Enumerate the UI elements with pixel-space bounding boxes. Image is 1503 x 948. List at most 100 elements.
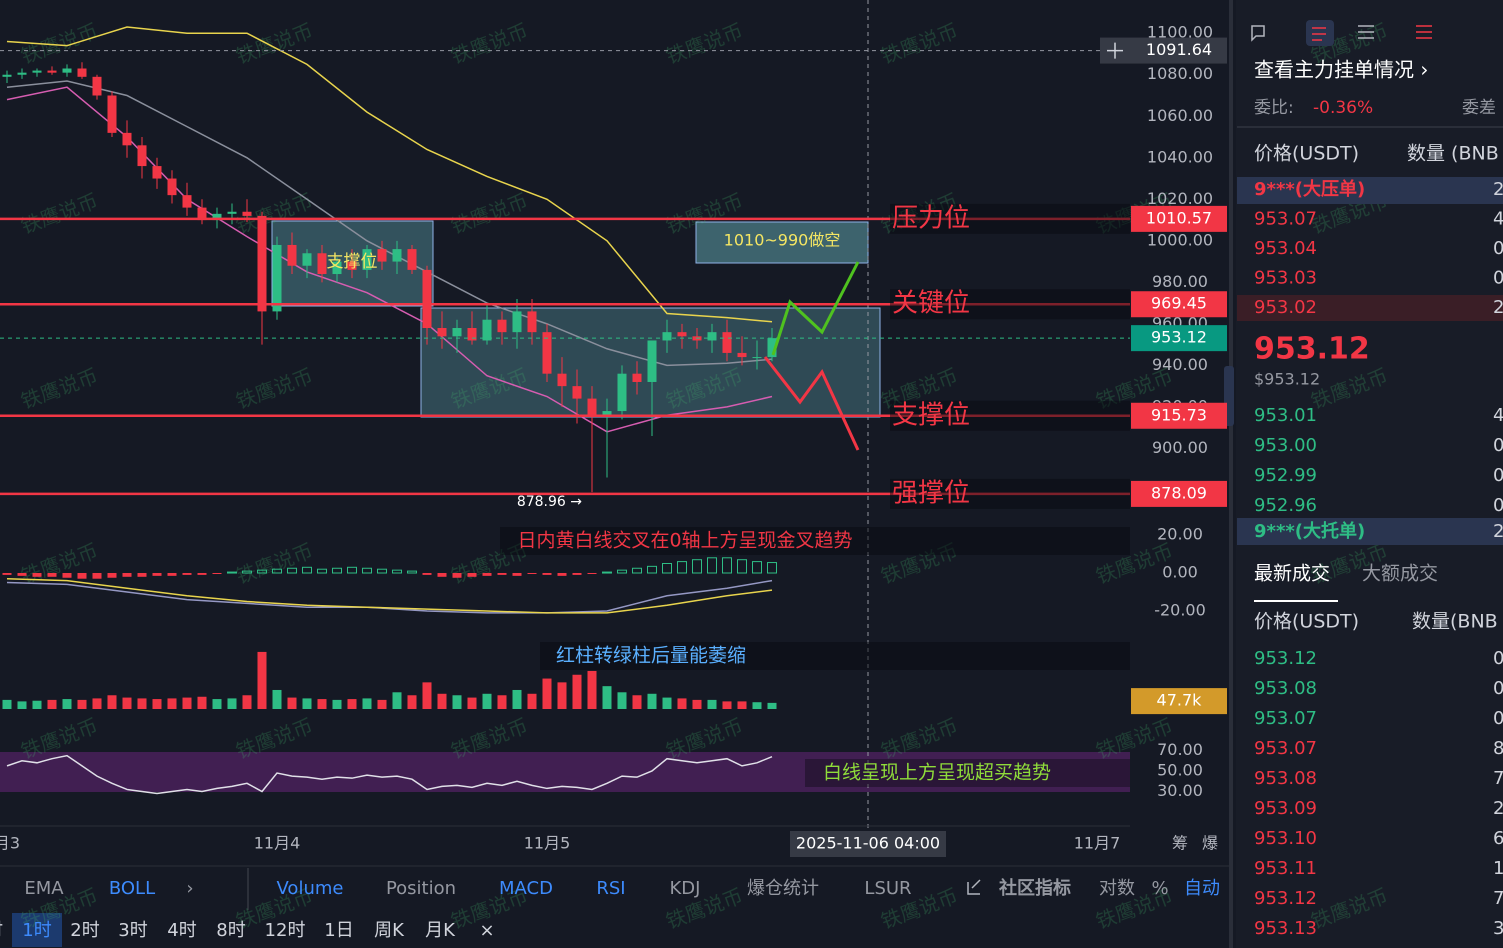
- interval[interactable]: 8时: [216, 920, 245, 941]
- icon-community[interactable]: [967, 879, 981, 895]
- x-tick-label: 11月5: [524, 834, 571, 853]
- trade-price: 953.12: [1254, 648, 1317, 669]
- toolbar-item[interactable]: ›: [186, 878, 193, 899]
- toolbar-item[interactable]: %: [1151, 878, 1168, 899]
- interval[interactable]: 周K: [374, 920, 405, 941]
- interval[interactable]: 2时: [70, 920, 99, 941]
- price-tag-label: 1010.57: [1146, 208, 1212, 227]
- bid-price: 9***(大托单): [1254, 520, 1365, 542]
- macd-bar: [467, 573, 477, 577]
- toolbar-item[interactable]: 社区指标: [999, 877, 1071, 899]
- axis-icon[interactable]: 爆: [1202, 834, 1218, 853]
- volume-bar: [122, 697, 132, 709]
- candle-body: [707, 332, 717, 341]
- macd-bar: [557, 573, 567, 576]
- down-projection: [763, 356, 860, 451]
- toolbar-item[interactable]: 爆仓统计: [747, 878, 819, 899]
- tab[interactable]: 大额成交: [1362, 563, 1438, 585]
- toolbar-item[interactable]: Position: [386, 878, 456, 899]
- icon-both[interactable]: [1312, 27, 1326, 41]
- volume-bar: [647, 693, 657, 709]
- macd-bar: [287, 567, 297, 574]
- toolbar-item[interactable]: KDJ: [670, 878, 701, 899]
- toolbar-item[interactable]: RSI: [596, 878, 625, 899]
- interval[interactable]: 4时: [167, 920, 196, 941]
- last-price-label: 953.12: [1151, 328, 1207, 347]
- macd-tick-label: 20.00: [1157, 525, 1203, 544]
- book-text: -0.36%: [1313, 98, 1373, 118]
- interval[interactable]: 1时: [22, 920, 51, 941]
- candle-body: [737, 352, 747, 358]
- volume-bar: [602, 686, 612, 709]
- bid-qty: 2: [1493, 521, 1503, 542]
- macd-bar: [257, 569, 267, 574]
- candle-body: [107, 95, 117, 133]
- toolbar-item[interactable]: LSUR: [864, 878, 911, 899]
- book-link[interactable]: 查看主力挂单情况 ›: [1254, 58, 1428, 82]
- volume-bar: [452, 695, 462, 709]
- bid-qty: 0: [1493, 495, 1503, 516]
- candle-body: [47, 70, 57, 73]
- candle-body: [317, 253, 327, 275]
- row-highlight: [1237, 518, 1503, 545]
- interval[interactable]: 1日: [324, 920, 353, 941]
- toolbar-item[interactable]: 自动: [1184, 878, 1220, 899]
- level-name-bg: [890, 289, 1130, 320]
- volume-bar: [632, 695, 642, 709]
- short-box: [695, 221, 869, 264]
- macd-bar: [677, 561, 687, 574]
- candle-body: [617, 373, 627, 412]
- volume-bar: [542, 678, 552, 709]
- toolbar-item[interactable]: 对数: [1099, 878, 1135, 899]
- y-tick-label: 1000.00: [1147, 230, 1213, 249]
- volume-bar: [77, 699, 87, 709]
- tab[interactable]: 最新成交: [1254, 563, 1330, 585]
- candle-body: [407, 249, 417, 270]
- volume-bar: [662, 697, 672, 709]
- bid-qty: 0: [1493, 465, 1503, 486]
- candle-body: [32, 70, 42, 73]
- macd-bar: [482, 573, 492, 576]
- volume-bar: [182, 697, 192, 709]
- candle-body: [167, 178, 177, 196]
- macd-note: 日内黄白线交叉在0轴上方呈现金叉趋势: [517, 530, 852, 552]
- toolbar-item[interactable]: MACD: [499, 878, 553, 899]
- icon-asks[interactable]: [1416, 25, 1432, 39]
- volume-tag: [1131, 688, 1227, 715]
- interval[interactable]: 3时: [118, 920, 147, 941]
- candle-body: [677, 332, 687, 337]
- macd-bar: [512, 573, 522, 576]
- candle-body: [92, 76, 102, 96]
- icon-bids[interactable]: [1358, 25, 1374, 39]
- trade-price: 953.08: [1254, 678, 1317, 699]
- interval[interactable]: ×: [479, 920, 494, 941]
- interval[interactable]: 月K: [425, 920, 456, 941]
- level-name-bg: [890, 478, 1130, 509]
- candle-body: [557, 373, 567, 387]
- trade-qty: 0: [1493, 648, 1503, 669]
- volume-bar: [677, 698, 687, 709]
- view-toggle-active[interactable]: [1306, 20, 1334, 46]
- toolbar-item[interactable]: EMA: [24, 878, 64, 899]
- price-tag-label: 969.45: [1151, 294, 1207, 313]
- toolbar-item[interactable]: BOLL: [109, 878, 155, 899]
- candle-body: [227, 211, 237, 214]
- interval[interactable]: 时: [0, 920, 3, 941]
- candle-body: [137, 145, 147, 167]
- axis-icon[interactable]: 筹: [1172, 834, 1188, 853]
- macd-bar: [452, 573, 462, 578]
- note-bg: [500, 527, 1130, 555]
- macd-bar: [32, 573, 42, 577]
- y-tick-label: 1040.00: [1147, 147, 1213, 166]
- icon-book[interactable]: [1251, 25, 1265, 42]
- macd-tick-label: -20.00: [1154, 601, 1206, 620]
- crosshair-plus: [1107, 42, 1123, 59]
- bid-price: 952.96: [1254, 495, 1317, 516]
- toolbar-item[interactable]: Volume: [277, 878, 344, 899]
- x-tick-label: 月3: [0, 834, 20, 853]
- candle-body: [587, 398, 597, 416]
- macd-bar: [422, 573, 432, 575]
- macd-bar: [227, 571, 237, 574]
- interval[interactable]: 12时: [265, 920, 306, 941]
- boll-lower: [6, 86, 773, 433]
